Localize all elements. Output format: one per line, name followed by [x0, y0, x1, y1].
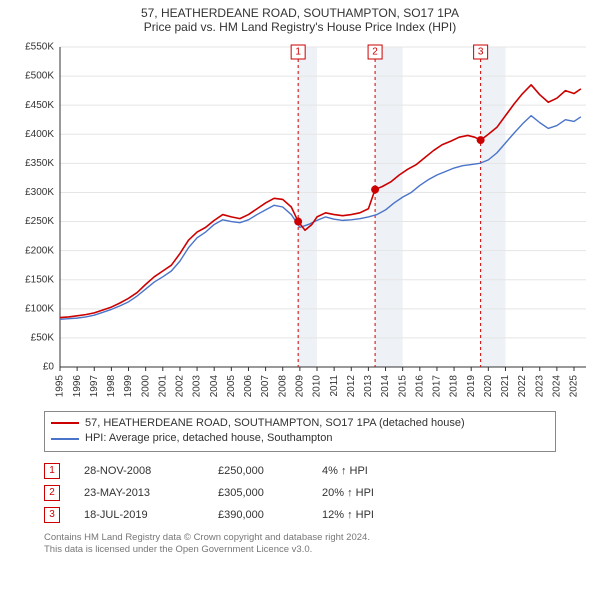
svg-text:2025: 2025 [569, 374, 580, 397]
svg-text:2009: 2009 [295, 374, 306, 397]
footer-line-2: This data is licensed under the Open Gov… [44, 544, 556, 556]
transaction-delta: 12% ↑ HPI [322, 509, 412, 521]
transaction-row: 1 28-NOV-2008 £250,000 4% ↑ HPI [44, 460, 556, 482]
transaction-delta: 4% ↑ HPI [322, 465, 412, 477]
legend-swatch-hpi [51, 438, 79, 440]
legend-swatch-property [51, 422, 79, 424]
svg-text:£450K: £450K [25, 100, 54, 111]
svg-text:1: 1 [295, 46, 301, 57]
svg-text:2014: 2014 [380, 374, 391, 397]
price-chart: £0 £50K £100K £150K £200K £250K £300K £350K £400… [8, 37, 592, 407]
svg-text:1996: 1996 [72, 374, 83, 397]
svg-text:2005: 2005 [226, 374, 237, 397]
svg-text:1997: 1997 [89, 374, 100, 397]
legend-item-property: 57, HEATHERDEANE ROAD, SOUTHAMPTON, SO17… [51, 416, 549, 431]
svg-text:2023: 2023 [534, 374, 545, 397]
transaction-date: 23-MAY-2013 [84, 487, 194, 499]
svg-text:2011: 2011 [329, 374, 340, 396]
svg-text:2022: 2022 [517, 374, 528, 397]
svg-text:£0: £0 [43, 361, 55, 372]
svg-text:2001: 2001 [157, 374, 168, 397]
svg-text:2019: 2019 [466, 374, 477, 397]
svg-text:2015: 2015 [397, 374, 408, 397]
svg-text:£350K: £350K [25, 158, 54, 169]
svg-text:£500K: £500K [25, 71, 54, 82]
svg-text:2: 2 [372, 46, 378, 57]
legend-label-hpi: HPI: Average price, detached house, Sout… [85, 431, 332, 446]
svg-text:3: 3 [478, 46, 484, 57]
transaction-price: £250,000 [218, 465, 298, 477]
transaction-row: 3 18-JUL-2019 £390,000 12% ↑ HPI [44, 504, 556, 526]
svg-text:£550K: £550K [25, 41, 54, 52]
legend-label-property: 57, HEATHERDEANE ROAD, SOUTHAMPTON, SO17… [85, 416, 465, 431]
footer: Contains HM Land Registry data © Crown c… [44, 532, 556, 557]
svg-text:£250K: £250K [25, 216, 54, 227]
transaction-price: £305,000 [218, 487, 298, 499]
legend: 57, HEATHERDEANE ROAD, SOUTHAMPTON, SO17… [44, 411, 556, 452]
svg-text:2002: 2002 [175, 374, 186, 397]
svg-text:2021: 2021 [500, 374, 511, 397]
svg-text:2000: 2000 [140, 374, 151, 397]
transaction-date: 28-NOV-2008 [84, 465, 194, 477]
svg-text:2018: 2018 [449, 374, 460, 397]
svg-text:2017: 2017 [432, 374, 443, 397]
svg-text:2016: 2016 [414, 374, 425, 397]
svg-text:2010: 2010 [312, 374, 323, 397]
transaction-price: £390,000 [218, 509, 298, 521]
svg-text:2013: 2013 [363, 374, 374, 397]
svg-text:2003: 2003 [192, 374, 203, 397]
transaction-marker: 3 [44, 507, 60, 523]
svg-text:2012: 2012 [346, 374, 357, 397]
chart-svg: £0 £50K £100K £150K £200K £250K £300K £350K £400… [8, 37, 592, 407]
svg-text:£50K: £50K [31, 332, 55, 343]
svg-text:2007: 2007 [260, 374, 271, 397]
svg-text:£200K: £200K [25, 245, 54, 256]
svg-text:2020: 2020 [483, 374, 494, 397]
transaction-delta: 20% ↑ HPI [322, 487, 412, 499]
svg-text:2008: 2008 [277, 374, 288, 397]
svg-text:£400K: £400K [25, 129, 54, 140]
chart-title-block: 57, HEATHERDEANE ROAD, SOUTHAMPTON, SO17… [8, 6, 592, 37]
transaction-row: 2 23-MAY-2013 £305,000 20% ↑ HPI [44, 482, 556, 504]
title-line-2: Price paid vs. HM Land Registry's House … [8, 20, 592, 34]
footer-line-1: Contains HM Land Registry data © Crown c… [44, 532, 556, 544]
transaction-marker: 2 [44, 485, 60, 501]
svg-text:1995: 1995 [55, 374, 66, 397]
svg-text:2006: 2006 [243, 374, 254, 397]
title-line-1: 57, HEATHERDEANE ROAD, SOUTHAMPTON, SO17… [8, 6, 592, 20]
svg-text:2004: 2004 [209, 374, 220, 397]
svg-text:£100K: £100K [25, 303, 54, 314]
transaction-date: 18-JUL-2019 [84, 509, 194, 521]
legend-item-hpi: HPI: Average price, detached house, Sout… [51, 431, 549, 446]
transactions-table: 1 28-NOV-2008 £250,000 4% ↑ HPI 2 23-MAY… [44, 460, 556, 526]
svg-text:£150K: £150K [25, 274, 54, 285]
svg-text:£300K: £300K [25, 187, 54, 198]
svg-text:1999: 1999 [123, 374, 134, 397]
svg-text:1998: 1998 [106, 374, 117, 397]
svg-text:2024: 2024 [552, 374, 563, 397]
transaction-marker: 1 [44, 463, 60, 479]
